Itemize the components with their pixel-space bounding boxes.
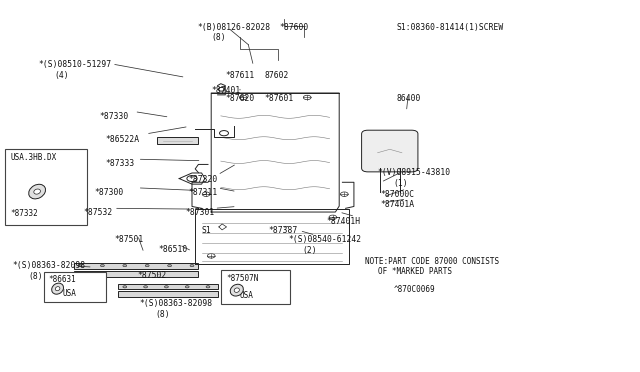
Bar <box>44 272 106 302</box>
Text: *87401H: *87401H <box>326 217 360 225</box>
Bar <box>5 149 87 225</box>
Circle shape <box>186 286 189 288</box>
Text: *87000C: *87000C <box>381 190 415 199</box>
Text: *87333: *87333 <box>106 159 135 168</box>
Text: *87507N: *87507N <box>226 274 259 283</box>
Bar <box>74 263 198 269</box>
Circle shape <box>100 264 104 267</box>
Text: (4): (4) <box>54 71 69 80</box>
Bar <box>74 271 198 277</box>
Ellipse shape <box>230 284 243 296</box>
Text: *87300: *87300 <box>95 188 124 197</box>
Ellipse shape <box>29 184 45 199</box>
Text: USA: USA <box>63 289 77 298</box>
Circle shape <box>123 286 127 288</box>
Text: *87401: *87401 <box>211 86 241 94</box>
Bar <box>221 270 290 304</box>
Text: *87620: *87620 <box>225 94 255 103</box>
Circle shape <box>123 264 127 267</box>
Circle shape <box>164 286 168 288</box>
Text: (8): (8) <box>155 310 170 319</box>
Text: (2): (2) <box>302 246 317 254</box>
Ellipse shape <box>34 189 40 194</box>
Bar <box>118 291 218 297</box>
Text: *(S)08510-51297: *(S)08510-51297 <box>38 60 111 69</box>
Text: USA: USA <box>240 291 254 300</box>
Text: *86522A: *86522A <box>106 135 140 144</box>
Ellipse shape <box>52 283 63 294</box>
Text: (1): (1) <box>394 179 408 187</box>
Bar <box>157 138 198 144</box>
Text: *87332: *87332 <box>10 209 38 218</box>
Text: *87501: *87501 <box>114 235 143 244</box>
Circle shape <box>168 264 172 267</box>
Text: *86631: *86631 <box>49 275 76 284</box>
Text: *(S)08363-82098: *(S)08363-82098 <box>140 299 212 308</box>
Text: *87311: *87311 <box>189 188 218 197</box>
FancyBboxPatch shape <box>362 130 418 172</box>
Ellipse shape <box>55 287 60 291</box>
Text: *86510: *86510 <box>159 245 188 254</box>
Text: *(S)08540-61242: *(S)08540-61242 <box>288 235 361 244</box>
Circle shape <box>206 286 210 288</box>
Text: *87330: *87330 <box>99 112 129 121</box>
Text: *87601: *87601 <box>264 94 294 103</box>
Text: *87502: *87502 <box>138 271 167 280</box>
Text: OF *MARKED PARTS: OF *MARKED PARTS <box>378 267 452 276</box>
Ellipse shape <box>234 288 239 292</box>
Text: *87301: *87301 <box>186 208 215 217</box>
Circle shape <box>190 264 194 267</box>
Text: *(S)08363-82098: *(S)08363-82098 <box>13 261 86 270</box>
Text: 86400: 86400 <box>397 94 421 103</box>
Text: *(B)08126-82028: *(B)08126-82028 <box>197 23 270 32</box>
Text: *(V)08915-43810: *(V)08915-43810 <box>378 168 451 177</box>
Circle shape <box>78 264 82 267</box>
Text: *87387: *87387 <box>269 226 298 235</box>
Circle shape <box>145 264 149 267</box>
Text: S1: S1 <box>202 226 211 235</box>
Text: *87532: *87532 <box>83 208 113 217</box>
Bar <box>118 284 218 289</box>
Text: 87602: 87602 <box>264 71 289 80</box>
Text: *87320: *87320 <box>189 175 218 184</box>
Text: ^870C0069: ^870C0069 <box>394 285 435 294</box>
Text: S1:08360-81414(1)SCREW: S1:08360-81414(1)SCREW <box>397 23 504 32</box>
Text: NOTE:PART CODE 87000 CONSISTS: NOTE:PART CODE 87000 CONSISTS <box>365 257 499 266</box>
Text: USA.3HB.DX: USA.3HB.DX <box>10 153 56 162</box>
Text: (8): (8) <box>29 272 44 280</box>
Text: (8): (8) <box>211 33 226 42</box>
Text: *87600: *87600 <box>279 23 308 32</box>
Text: *87401A: *87401A <box>381 200 415 209</box>
Circle shape <box>144 286 147 288</box>
Text: *87611: *87611 <box>225 71 255 80</box>
